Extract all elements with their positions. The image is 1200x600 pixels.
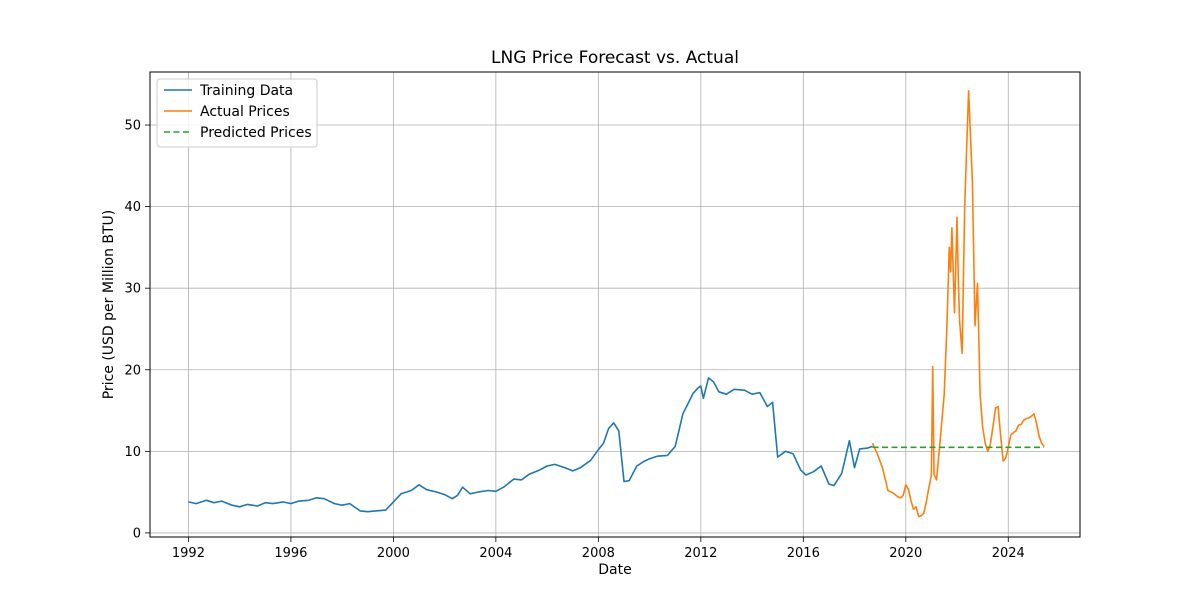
axis-ticks: 1992 1996 2000 2004 2008 2012 2016 2020 2024 0 10 2… — [124, 119, 1024, 561]
grid-lines — [150, 72, 1080, 537]
y-tick-label: 40 — [124, 200, 141, 215]
series-lines — [188, 90, 1045, 518]
legend: Training Data Actual Prices Predicted Pric… — [156, 78, 318, 148]
y-tick-label: 0 — [133, 526, 141, 541]
y-tick-label: 20 — [124, 363, 141, 378]
y-tick-label: 50 — [124, 119, 141, 134]
x-tick-label: 2012 — [684, 546, 717, 561]
y-tick-label: 30 — [124, 282, 141, 297]
x-tick-label: 1996 — [274, 546, 307, 561]
series-line-actual-prices — [871, 90, 1045, 518]
legend-label: Predicted Prices — [200, 125, 312, 141]
x-axis-title: Date — [598, 562, 631, 578]
x-tick-label: 2000 — [377, 546, 410, 561]
x-tick-label: 1992 — [172, 546, 205, 561]
chart-title: LNG Price Forecast vs. Actual — [491, 48, 739, 68]
legend-box — [156, 78, 318, 148]
x-tick-label: 2020 — [889, 546, 922, 561]
series-line-training-data — [188, 377, 873, 513]
x-tick-label: 2024 — [992, 546, 1025, 561]
y-axis-title: Price (USD per Million BTU) — [101, 210, 117, 400]
x-tick-label: 2004 — [479, 546, 512, 561]
legend-label: Training Data — [199, 83, 293, 99]
y-tick-label: 10 — [124, 445, 141, 460]
x-tick-label: 2008 — [582, 546, 615, 561]
plot-area-frame — [149, 71, 1081, 538]
legend-label: Actual Prices — [200, 104, 290, 120]
x-tick-label: 2016 — [787, 546, 820, 561]
